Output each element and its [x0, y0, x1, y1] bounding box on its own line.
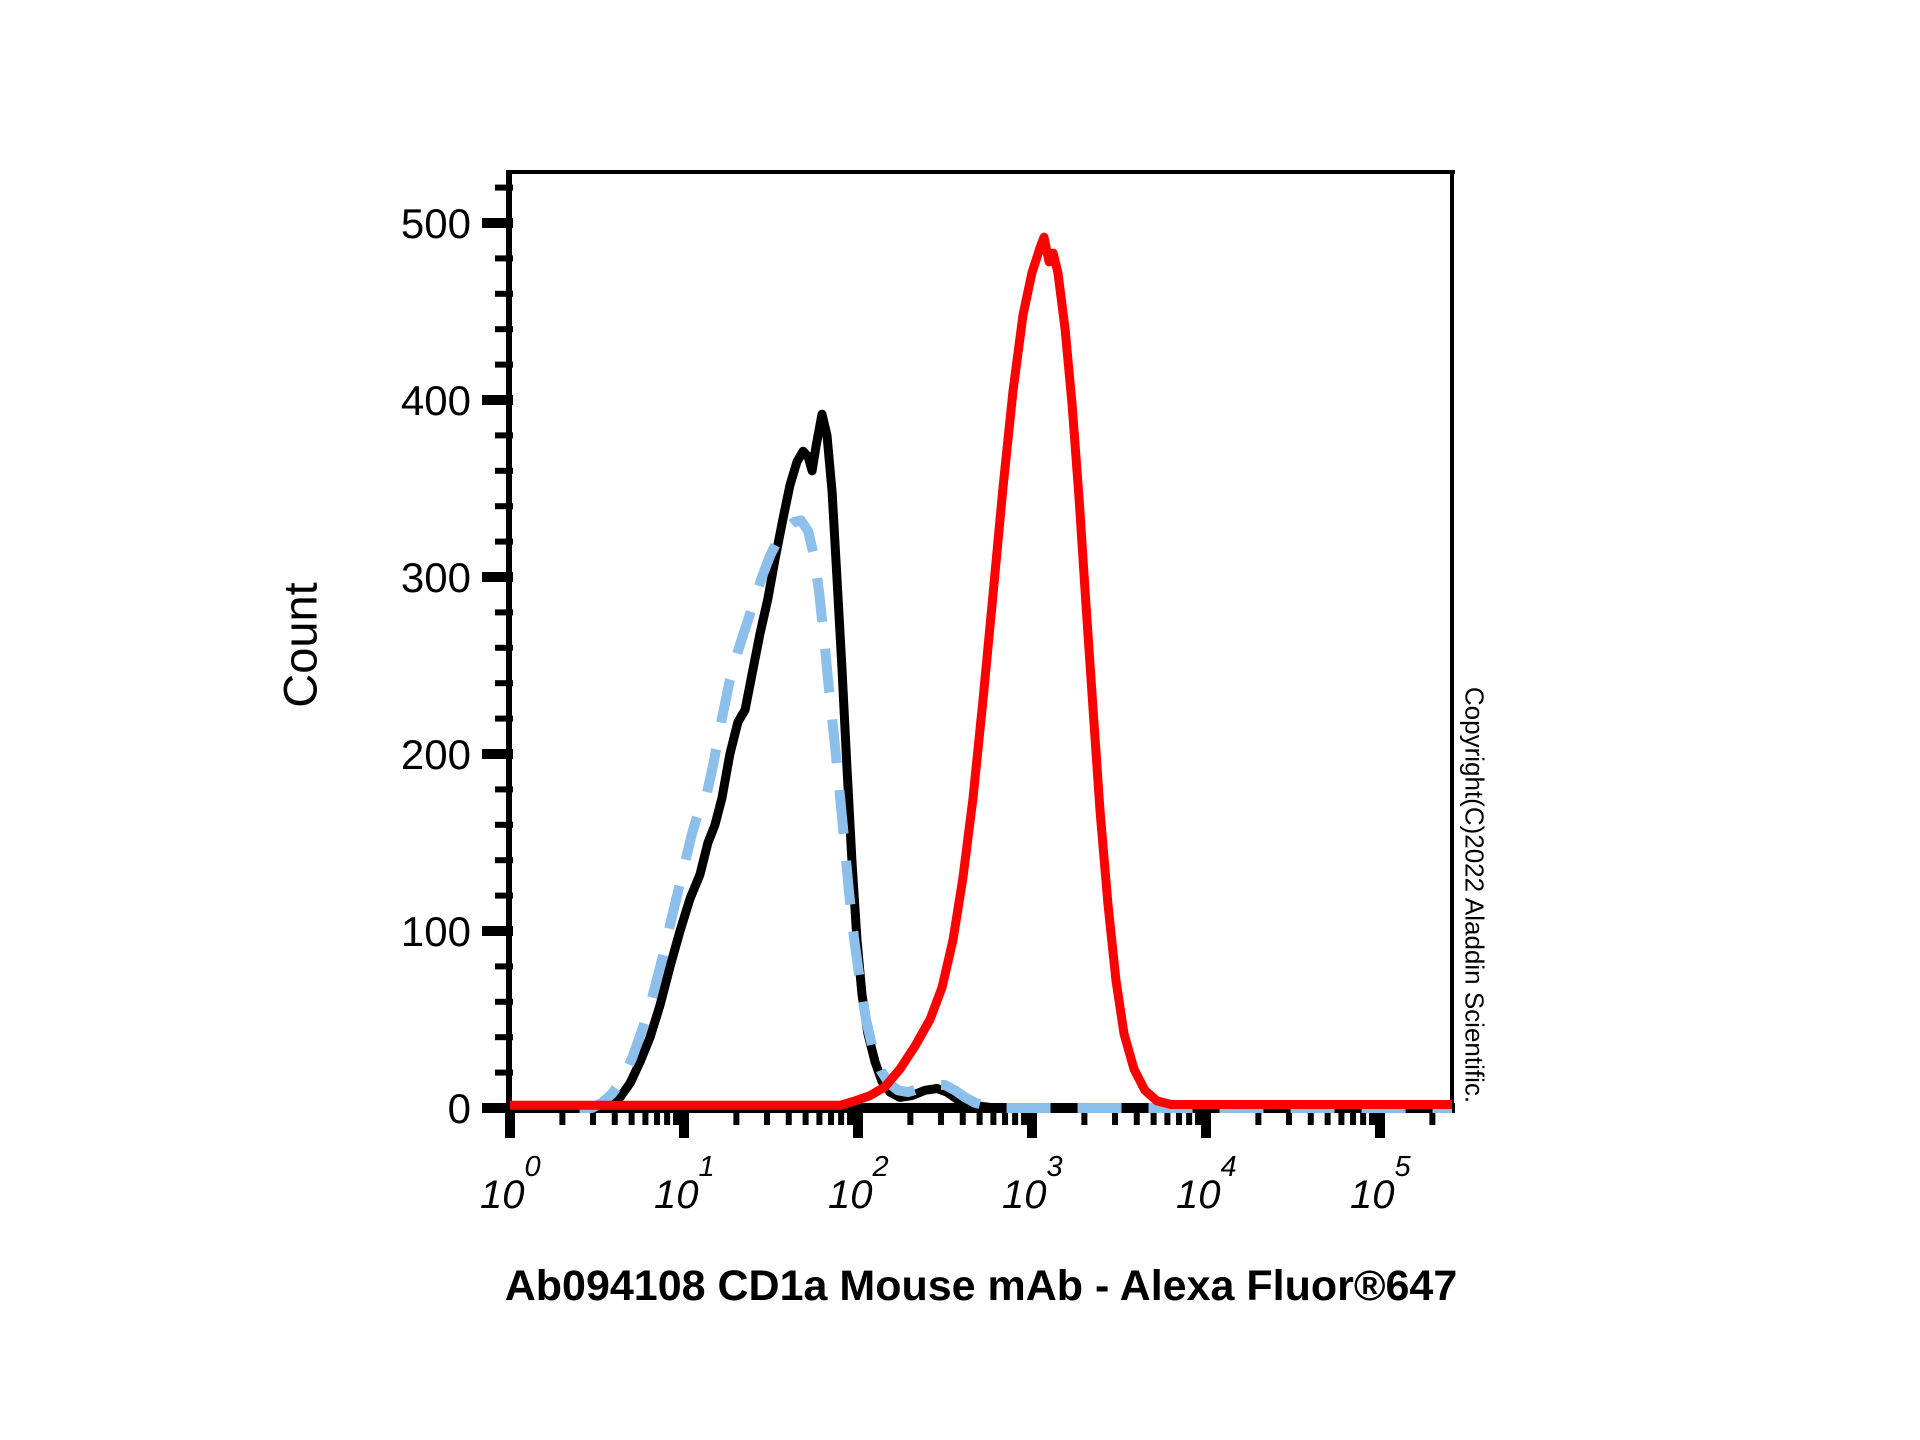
x-minor-tick	[590, 1108, 597, 1125]
x-major-tick	[679, 1108, 689, 1138]
x-minor-tick	[959, 1108, 966, 1125]
x-minor-tick	[1338, 1108, 1345, 1125]
x-tick-label: 101	[654, 1151, 715, 1217]
y-tick-label: 100	[401, 908, 471, 955]
x-minor-tick	[642, 1108, 649, 1125]
x-tick-label: 104	[1176, 1151, 1237, 1217]
x-tick-label: 105	[1350, 1151, 1412, 1217]
x-minor-tick	[838, 1108, 845, 1125]
x-minor-tick	[1112, 1108, 1119, 1125]
plot-frame-top	[506, 170, 1455, 174]
x-minor-tick	[907, 1108, 914, 1125]
curve-cd1a-stained-red	[510, 232, 1452, 1110]
y-minor-tick	[495, 184, 513, 191]
y-minor-tick	[495, 715, 513, 722]
x-minor-tick	[1150, 1108, 1157, 1125]
x-minor-tick	[847, 1108, 854, 1125]
y-minor-tick	[495, 432, 513, 439]
x-minor-tick	[802, 1108, 809, 1125]
x-minor-tick	[559, 1108, 566, 1125]
y-tick-label: 0	[448, 1085, 471, 1132]
x-minor-tick	[654, 1108, 661, 1125]
x-major-tick	[1027, 1108, 1037, 1138]
y-major-tick	[482, 572, 513, 582]
y-minor-tick	[495, 998, 513, 1005]
x-minor-tick	[628, 1108, 635, 1125]
y-minor-tick	[495, 821, 513, 828]
x-tick-label: 102	[828, 1151, 889, 1217]
curve-unstained-control-black	[510, 409, 1452, 1113]
x-minor-tick	[1002, 1108, 1009, 1125]
y-minor-tick	[495, 963, 513, 970]
y-tick-label: 200	[401, 731, 471, 778]
y-tick-label: 400	[401, 377, 471, 424]
y-minor-tick	[495, 857, 513, 864]
y-minor-tick	[495, 644, 513, 651]
y-minor-tick	[495, 326, 513, 333]
y-major-tick	[482, 926, 513, 936]
x-minor-tick	[1307, 1108, 1314, 1125]
x-minor-tick	[1429, 1108, 1436, 1125]
y-minor-tick	[495, 1069, 513, 1076]
x-minor-tick	[976, 1108, 983, 1125]
x-tick-label: 103	[1002, 1151, 1063, 1217]
x-minor-tick	[673, 1108, 680, 1125]
y-minor-tick	[495, 892, 513, 899]
copyright-watermark: Copyright(C)2022 Aladdin Scientific.	[1459, 686, 1490, 1104]
x-minor-tick	[1324, 1108, 1331, 1125]
x-minor-tick	[938, 1108, 945, 1125]
plot-frame-right	[1450, 170, 1454, 1113]
x-major-tick	[1375, 1108, 1385, 1138]
x-minor-tick	[1133, 1108, 1140, 1125]
x-tick-label: 100	[480, 1151, 541, 1217]
y-major-tick	[482, 749, 513, 759]
y-tick-label: 300	[401, 554, 471, 601]
x-minor-tick	[733, 1108, 740, 1125]
y-minor-tick	[495, 538, 513, 545]
x-minor-tick	[1164, 1108, 1171, 1125]
y-major-tick	[482, 1103, 513, 1113]
y-minor-tick	[495, 609, 513, 616]
y-major-tick	[482, 218, 513, 228]
x-axis-title: Ab094108 CD1a Mouse mAb - Alexa Fluor®64…	[504, 1262, 1458, 1310]
x-minor-tick	[1350, 1108, 1357, 1125]
x-minor-tick	[764, 1108, 771, 1125]
curve-isotype-control-blue-dashed	[579, 515, 1452, 1113]
x-minor-tick	[816, 1108, 823, 1125]
y-tick-label: 500	[401, 200, 471, 247]
x-minor-tick	[1195, 1108, 1202, 1125]
y-minor-tick	[495, 1034, 513, 1041]
x-minor-tick	[1081, 1108, 1088, 1125]
y-major-tick	[482, 395, 513, 405]
x-minor-tick	[1176, 1108, 1183, 1125]
y-minor-tick	[495, 361, 513, 368]
x-minor-tick	[990, 1108, 997, 1125]
x-minor-tick	[664, 1108, 671, 1125]
y-minor-tick	[495, 503, 513, 510]
x-major-tick	[505, 1108, 515, 1138]
x-minor-tick	[1369, 1108, 1376, 1125]
x-minor-tick	[1186, 1108, 1193, 1125]
x-minor-tick	[1360, 1108, 1367, 1125]
x-major-tick	[1201, 1108, 1211, 1138]
x-minor-tick	[828, 1108, 835, 1125]
x-minor-tick	[611, 1108, 618, 1125]
y-axis-line	[506, 170, 512, 1113]
x-minor-tick	[785, 1108, 792, 1125]
y-minor-tick	[495, 786, 513, 793]
x-minor-tick	[1012, 1108, 1019, 1125]
y-minor-tick	[495, 255, 513, 262]
y-minor-tick	[495, 467, 513, 474]
x-minor-tick	[1255, 1108, 1262, 1125]
y-minor-tick	[495, 680, 513, 687]
y-axis-title: Count	[273, 582, 327, 708]
x-major-tick	[853, 1108, 863, 1138]
y-minor-tick	[495, 290, 513, 297]
x-minor-tick	[1286, 1108, 1293, 1125]
x-minor-tick	[1021, 1108, 1028, 1125]
